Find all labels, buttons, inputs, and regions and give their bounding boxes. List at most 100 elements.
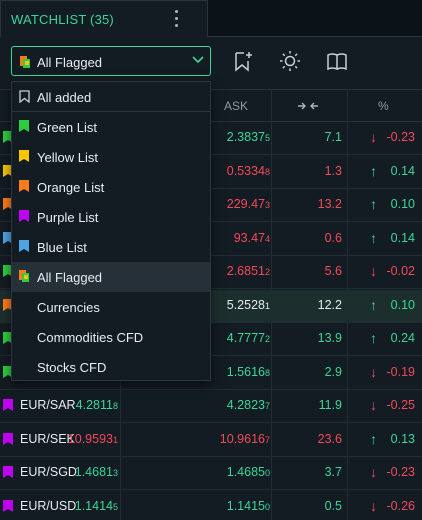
menu-item-label: Purple List (37, 210, 99, 225)
flag-green-icon[interactable] (3, 131, 13, 143)
flag-green-icon (19, 120, 29, 132)
flag-purple-icon[interactable] (3, 466, 13, 478)
change-percent: -0.26 (386, 498, 416, 513)
flag-purple-icon[interactable] (3, 499, 13, 512)
menu-item-label: All added (37, 90, 92, 105)
menu-item-blue-list[interactable]: Blue List (12, 232, 210, 262)
spread-value: 3.7 (324, 465, 342, 479)
menu-item-yellow-list[interactable]: Yellow List (12, 142, 210, 172)
arrow-up-icon: ↑ (370, 330, 377, 346)
arrow-down-icon: ↓ (370, 497, 377, 514)
arrow-down-icon: ↓ (370, 363, 377, 380)
ask-price[interactable]: 4.77772 (226, 331, 270, 345)
flag-multi-icon (20, 56, 32, 68)
table-row[interactable]: 0.53348 1.3 ↑ 0.14 (0, 156, 422, 189)
sun-icon[interactable] (279, 50, 301, 72)
filter-value: All Flagged (37, 55, 103, 70)
ask-price[interactable]: 2.68512 (226, 264, 270, 278)
bid-price[interactable]: 4.28118 (75, 398, 118, 412)
flag-blue-icon (19, 240, 29, 252)
arrow-up-icon: ↑ (370, 430, 377, 447)
table-row[interactable]: EUR/SGD 1.46813 1.46850 3.7 ↓ -0.23 (0, 457, 422, 490)
menu-item-commodities-cfd[interactable]: Commodities CFD (12, 322, 210, 352)
ask-price[interactable]: 2.38375 (226, 130, 270, 144)
spread-value: 12.2 (317, 297, 342, 312)
menu-item-all-added[interactable]: All added (12, 82, 210, 112)
table-row[interactable]: EUR/SAR 4.28118 4.28237 11.9 ↓ -0.25 (0, 390, 422, 423)
table-row[interactable]: EUR/USD 1.14145 1.14150 0.5 ↓ -0.26 (0, 491, 422, 520)
change-percent: -0.25 (386, 398, 416, 412)
menu-item-label: Blue List (37, 240, 87, 255)
menu-item-label: Green List (37, 120, 97, 135)
tab-title: WATCHLIST (35) (11, 12, 114, 27)
flag-purple-icon[interactable] (3, 432, 13, 445)
table-row[interactable]: 229.473 13.2 ↑ 0.10 (0, 189, 422, 222)
change-percent: -0.23 (386, 130, 416, 144)
symbol: EUR/USD (20, 498, 77, 513)
flag-yellow-icon[interactable] (3, 164, 13, 177)
spread-value: 0.6 (324, 230, 342, 245)
arrow-down-icon: ↓ (370, 464, 377, 480)
flag-multi-icon (19, 270, 31, 282)
flag-orange-icon[interactable] (3, 198, 13, 210)
bid-price[interactable]: 10.95931 (67, 431, 118, 446)
change-percent: -0.02 (386, 264, 416, 278)
tab-divider (208, 36, 422, 37)
column-ask[interactable]: ASK (224, 99, 249, 113)
ask-price[interactable]: 93.474 (233, 230, 270, 245)
watchlist-filter-select[interactable]: All Flagged (11, 46, 211, 76)
ask-price[interactable]: 1.56168 (226, 364, 270, 379)
arrows-inward-icon[interactable] (297, 100, 319, 112)
menu-item-purple-list[interactable]: Purple List (12, 202, 210, 232)
ask-price[interactable]: 1.14150 (226, 498, 270, 513)
arrow-up-icon: ↑ (370, 162, 377, 179)
spread-value: 13.9 (317, 331, 342, 345)
ask-price[interactable]: 10.96167 (219, 431, 270, 446)
ask-price[interactable]: 229.473 (226, 197, 270, 211)
menu-item-label: Currencies (37, 300, 100, 315)
bid-price[interactable]: 1.46813 (74, 465, 118, 479)
table-row[interactable]: EUR/SEK 10.95931 10.96167 23.6 ↑ 0.13 (0, 424, 422, 457)
ask-price[interactable]: 5.25281 (226, 297, 270, 312)
tab-bar: WATCHLIST (35) (0, 0, 422, 38)
table-row[interactable]: 4.77772 13.9 ↑ 0.24 (0, 323, 422, 356)
menu-item-green-list[interactable]: Green List (12, 112, 210, 142)
kebab-icon[interactable] (172, 8, 180, 32)
ask-price[interactable]: 1.46850 (226, 465, 270, 479)
menu-item-label: All Flagged (37, 270, 103, 285)
menu-item-all-flagged[interactable]: All Flagged (12, 262, 210, 292)
column-change[interactable]: % (378, 99, 389, 113)
symbol: EUR/SEK (20, 431, 75, 446)
menu-item-label: Stocks CFD (37, 360, 107, 375)
spread-value: 1.3 (324, 163, 342, 178)
arrow-down-icon: ↓ (370, 263, 377, 279)
bookmark-icon (19, 90, 30, 103)
ask-price[interactable]: 0.53348 (226, 163, 270, 178)
bookmark-add-icon[interactable] (232, 50, 254, 72)
flag-orange-icon[interactable] (3, 298, 13, 311)
table-row[interactable]: 1.56168 2.9 ↓ -0.19 (0, 357, 422, 390)
symbol: EUR/SAR (20, 398, 76, 412)
bid-price[interactable]: 1.14145 (74, 498, 118, 513)
arrow-down-icon: ↓ (370, 129, 377, 145)
flag-green-icon[interactable] (3, 365, 13, 378)
table-row[interactable]: 93.474 0.6 ↑ 0.14 (0, 223, 422, 256)
spread-value: 0.5 (324, 498, 342, 513)
change-percent: 0.24 (390, 331, 415, 345)
flag-green-icon[interactable] (3, 332, 13, 344)
table-row[interactable]: 2.68512 5.6 ↓ -0.02 (0, 256, 422, 289)
menu-item-stocks-cfd[interactable]: Stocks CFD (12, 352, 210, 382)
change-percent: 0.13 (390, 431, 415, 446)
book-open-icon[interactable] (326, 50, 348, 72)
spread-value: 5.6 (324, 264, 342, 278)
flag-purple-icon[interactable] (3, 399, 13, 411)
ask-price[interactable]: 4.28237 (226, 398, 270, 412)
flag-green-icon[interactable] (3, 265, 13, 277)
table-row[interactable]: 2.38375 7.1 ↓ -0.23 (0, 122, 422, 155)
menu-divider (12, 111, 210, 112)
menu-item-orange-list[interactable]: Orange List (12, 172, 210, 202)
menu-item-currencies[interactable]: Currencies (12, 292, 210, 322)
flag-blue-icon[interactable] (3, 231, 13, 244)
spread-value: 13.2 (317, 197, 342, 211)
tab-watchlist[interactable]: WATCHLIST (35) (0, 0, 208, 38)
